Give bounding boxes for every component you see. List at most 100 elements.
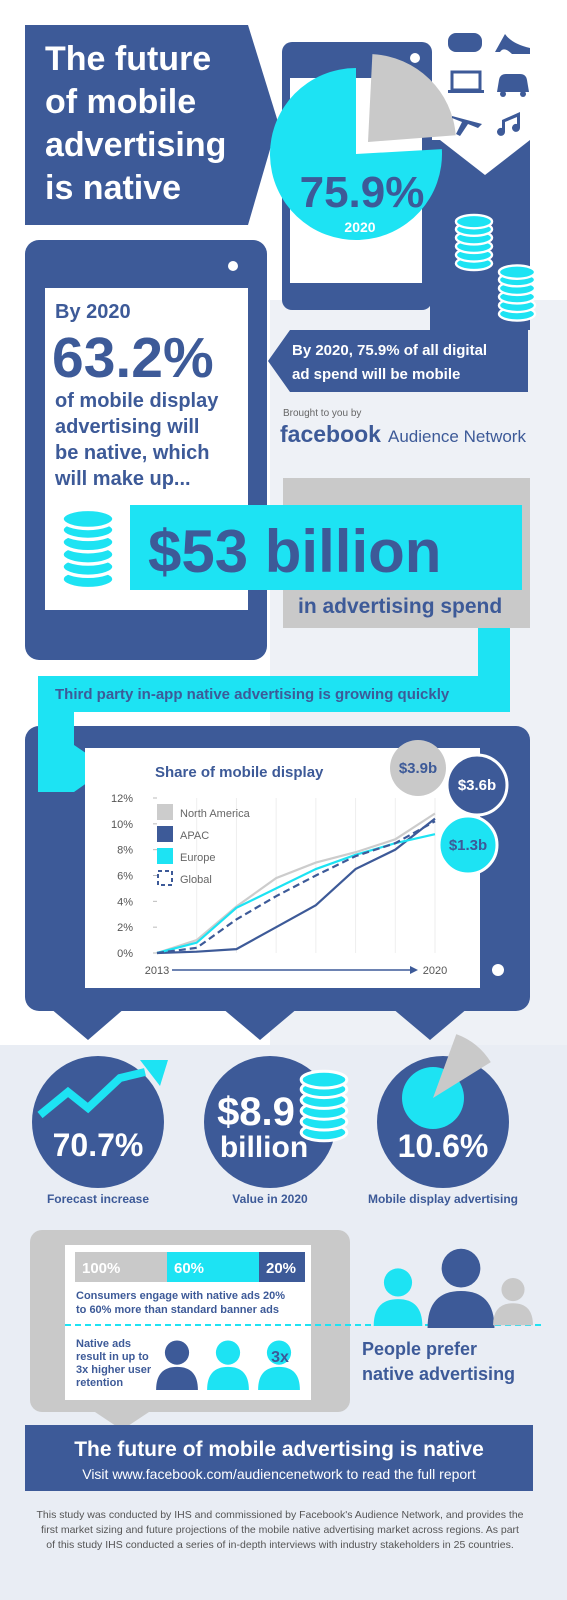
line-chart: 0% 2% 4% 6% 8% 10% 12% 2013 2020 North America APA… (111, 793, 447, 977)
x-tick-label: 2013 (145, 965, 169, 977)
footer-link: Visit www.facebook.com/audiencenetwork t… (82, 1466, 476, 1482)
title-line: advertising (45, 126, 226, 164)
pie-slice (269, 68, 442, 241)
title-line: of mobile (45, 83, 196, 121)
retention-line: result in up to (76, 1351, 149, 1363)
legend-swatch (157, 848, 173, 864)
bubble (390, 740, 446, 796)
retention-badge: 3x (271, 1349, 289, 1366)
stat-value: 70.7% (53, 1127, 144, 1163)
caption-banner (268, 330, 528, 392)
y-tick-label: 8% (117, 845, 133, 857)
amount: $53 billion (148, 518, 441, 585)
stat-caption: Mobile display advertising (368, 1192, 518, 1206)
tablet-pointer (92, 1410, 152, 1430)
y-tick-label: 6% (117, 871, 133, 883)
pie-caption: 2020 (344, 219, 375, 235)
bubble-label: $3.9b (399, 760, 437, 777)
y-tick-label: 12% (111, 793, 133, 805)
caption-line: By 2020, 75.9% of all digital (292, 342, 487, 359)
legend-label: Europe (180, 852, 215, 864)
prefer-line: People prefer (362, 1339, 477, 1359)
bubble-label: $3.6b (458, 777, 496, 794)
trend-arrow-head (140, 1060, 168, 1086)
coins (456, 215, 492, 270)
chevrons (50, 1008, 468, 1040)
share-label: 63.2% (52, 326, 214, 390)
phone-dot (410, 53, 420, 63)
sponsor-intro: Brought to you by (283, 408, 361, 419)
connector (38, 628, 510, 712)
y-tick-label: 4% (117, 896, 133, 908)
legend-swatch (157, 826, 173, 842)
phone-dot (228, 261, 238, 271)
tablet-dot (492, 964, 504, 976)
pie (269, 54, 456, 241)
icons (448, 33, 530, 136)
trend-arrow (37, 1068, 146, 1119)
y-tick-label: 2% (117, 922, 133, 934)
series-line (156, 812, 436, 955)
stat-value: 10.6% (398, 1128, 489, 1164)
pie-label: 75.9% (300, 168, 425, 217)
share-text: of mobile display advertising will be na… (54, 390, 219, 490)
pie (402, 1034, 491, 1129)
title: The future of mobile advertising is nati… (45, 40, 226, 207)
y-tick-label: 0% (117, 948, 133, 960)
retention-text: Native ads result in up to 3x higher use… (76, 1338, 152, 1389)
footer-title: The future of mobile advertising is nati… (74, 1438, 484, 1461)
bar-segment (259, 1252, 305, 1282)
engagement-line: Consumers engage with native ads 20% (76, 1290, 285, 1302)
footer-banner (25, 1425, 533, 1491)
year-label: By 2020 (55, 301, 131, 323)
coins (497, 263, 537, 323)
title-banner (25, 25, 278, 225)
series-line (156, 820, 436, 955)
stat-caption: Value in 2020 (232, 1192, 308, 1206)
footnote-line: of this study IHS conducted a series of … (46, 1539, 514, 1551)
bar-label: 20% (266, 1260, 296, 1277)
x-tick-label: 2020 (423, 965, 447, 977)
legend-label: APAC (180, 830, 209, 842)
pie-rest (368, 54, 456, 142)
legend-swatch (157, 804, 173, 820)
bar-label: 100% (82, 1260, 120, 1277)
chevron (440, 140, 530, 175)
y-tick-label: 10% (111, 819, 133, 831)
share-line: be native, which (55, 442, 209, 464)
growth-banner: Third party in-app native advertising is… (55, 686, 450, 703)
share-line: will make up... (54, 468, 191, 490)
chart-title: Share of mobile display (155, 764, 324, 781)
footnote-line: This study was conducted by IHS and comm… (36, 1509, 523, 1521)
arrow-head (410, 966, 418, 974)
legend-label: Global (180, 874, 212, 886)
retention-line: Native ads (76, 1338, 131, 1350)
sponsor-product: Audience Network (388, 427, 526, 446)
legend-label: North America (180, 808, 251, 820)
footnote-line: first market sizing and future projectio… (41, 1524, 519, 1536)
sponsor-brand: facebook (280, 421, 381, 447)
engagement-line: to 60% more than standard banner ads (76, 1304, 279, 1316)
bubble (437, 814, 499, 876)
bubble-label: $1.3b (449, 837, 487, 854)
stat-caption: Forecast increase (47, 1192, 149, 1206)
pie-slice (433, 1034, 491, 1098)
bar-label: 60% (174, 1260, 204, 1277)
legend-swatch (157, 870, 173, 886)
prefer-line: native advertising (362, 1364, 515, 1384)
share-line: advertising will (55, 416, 199, 438)
title-line: The future (45, 40, 211, 78)
engagement-bar: 100% 60% 20% (75, 1252, 305, 1282)
retention-line: retention (76, 1377, 123, 1389)
caption-line: ad spend will be mobile (292, 366, 460, 383)
stat-circle (32, 1056, 164, 1188)
series-line (156, 817, 436, 955)
bubble (445, 753, 509, 817)
title-line: is native (45, 169, 181, 207)
amount-banner (130, 505, 522, 590)
footnote: This study was conducted by IHS and comm… (36, 1509, 523, 1551)
coins (62, 509, 114, 588)
amount-caption: in advertising spend (298, 595, 502, 618)
